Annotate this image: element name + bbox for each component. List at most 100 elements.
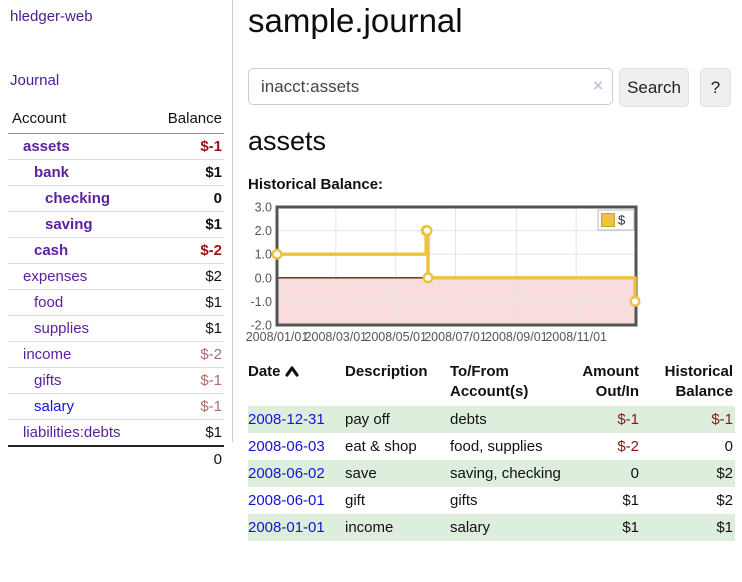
account-balance: $1	[149, 315, 224, 342]
y-tick-label: 0.0	[255, 271, 272, 285]
col-amount: Amount Out/In	[582, 363, 639, 400]
account-balance: $1	[149, 289, 224, 316]
account-balance: $-1	[149, 367, 224, 394]
accounts-header-account: Account	[8, 106, 150, 134]
transaction-description: save	[345, 460, 450, 487]
sidebar-item-journal[interactable]: Journal	[10, 72, 60, 89]
transaction-accounts: gifts	[450, 492, 478, 509]
search-input-wrap: ×	[248, 68, 613, 105]
plot-border	[275, 205, 638, 327]
data-point-marker[interactable]	[422, 272, 434, 284]
y-tick-label: 1.0	[255, 248, 272, 262]
transaction-date-link[interactable]: 2008-06-02	[248, 465, 325, 482]
account-link-cash[interactable]: cash	[34, 242, 69, 259]
account-balance: $-2	[149, 237, 224, 264]
x-tick-label: 2008/03/01	[305, 330, 368, 344]
transaction-date-link[interactable]: 2008-06-01	[248, 492, 325, 509]
transaction-accounts: saving, checking	[450, 460, 565, 487]
account-link-checking[interactable]: checking	[45, 190, 111, 207]
col-historical-balance: Historical Balance	[664, 363, 733, 400]
account-balance: 0	[149, 185, 224, 212]
transaction-row: 2008-12-31 pay off debts $-1 $-1	[248, 406, 735, 433]
account-link-bank[interactable]: bank	[34, 164, 70, 181]
account-row: expenses $2	[8, 263, 224, 290]
transaction-row: 2008-01-01 income salary $1 $1	[248, 514, 735, 541]
transaction-balance: $1	[641, 514, 735, 541]
transaction-amount: $1	[565, 514, 641, 541]
transaction-description: eat & shop	[345, 438, 417, 455]
account-row: supplies $1	[8, 315, 224, 342]
transaction-accounts: food, supplies	[450, 438, 543, 455]
account-row: income $-2	[8, 341, 224, 368]
transaction-accounts: salary	[450, 514, 565, 541]
transaction-date-link[interactable]: 2008-01-01	[248, 519, 325, 536]
historical-balance-chart: 3.0 2.0 1.0 0.0 -1.0 -2.0 2008/01/01 2008/03/01…	[240, 201, 740, 354]
accounts-table-body: assets $-1 bank $1 checking 0 saving $1 cash $-2 e…	[8, 134, 224, 472]
account-link-assets[interactable]: assets	[23, 138, 70, 155]
account-link-gifts[interactable]: gifts	[34, 372, 62, 389]
col-date[interactable]: Date	[248, 360, 345, 406]
transaction-description: gift	[345, 492, 366, 509]
x-tick-label: 2008/11/01	[545, 330, 607, 344]
data-point-marker[interactable]	[629, 295, 641, 307]
y-tick-label: 3.0	[255, 202, 272, 215]
account-link-salary[interactable]: salary	[34, 398, 75, 415]
transaction-balance: $2	[641, 460, 735, 487]
register-table-body: 2008-12-31 pay off debts $-1 $-1 2008-06-03 ea…	[248, 406, 735, 541]
transaction-amount: $-1	[565, 406, 641, 433]
accounts-header-balance: Balance	[149, 106, 224, 134]
accounts-table: Account Balance assets $-1 bank $1 checking 0…	[8, 106, 224, 472]
account-link-income[interactable]: income	[23, 346, 72, 363]
transaction-date-link[interactable]: 2008-12-31	[248, 411, 325, 428]
account-link-food[interactable]: food	[34, 294, 64, 311]
transaction-date-link[interactable]: 2008-06-03	[248, 438, 325, 455]
search-input[interactable]	[248, 68, 613, 105]
chart-title: Historical Balance:	[248, 176, 384, 193]
account-balance: $1	[149, 211, 224, 238]
data-point-marker[interactable]	[421, 225, 433, 237]
y-tick-label: 2.0	[255, 224, 272, 238]
account-link-liabilities-debts[interactable]: liabilities:debts	[23, 424, 121, 441]
account-balance: $2	[149, 263, 224, 290]
sort-asc-icon	[284, 363, 299, 383]
clear-search-icon[interactable]: ×	[593, 76, 603, 95]
transaction-amount: 0	[565, 460, 641, 487]
transaction-row: 2008-06-01 gift gifts $1 $2	[248, 487, 735, 514]
search-button[interactable]: Search	[619, 68, 689, 107]
account-balance: $-1	[200, 138, 222, 155]
transaction-accounts: debts	[450, 406, 565, 433]
account-row: bank $1	[8, 159, 224, 186]
x-tick-label: 2008/09/01	[485, 330, 548, 344]
x-tick-label: 2008/01/01	[246, 330, 309, 344]
x-tick-label: 2008/07/01	[424, 330, 487, 344]
y-tick-label: -1.0	[250, 295, 272, 309]
transaction-row: 2008-06-02 save saving, checking 0 $2	[248, 460, 735, 487]
account-balance: $1	[149, 419, 224, 446]
account-row: salary $-1	[8, 393, 224, 420]
data-point-marker[interactable]	[271, 248, 283, 260]
account-row: cash $-2	[8, 237, 224, 264]
transaction-amount: $1	[622, 492, 639, 509]
transaction-description: income	[345, 514, 450, 541]
account-link-supplies[interactable]: supplies	[34, 320, 90, 337]
account-heading: assets	[248, 126, 327, 156]
register-table: Date Description To/From Account(s) Amou…	[248, 360, 735, 541]
app-title-link[interactable]: hledger-web	[10, 8, 93, 25]
transaction-row: 2008-06-03 eat & shop food, supplies $-2 0	[248, 433, 735, 460]
account-link-saving[interactable]: saving	[45, 216, 93, 233]
register-header-row: Date Description To/From Account(s) Amou…	[248, 360, 735, 406]
account-row: saving $1	[8, 211, 224, 238]
account-row: assets $-1	[8, 134, 224, 160]
account-balance: $-2	[149, 341, 224, 368]
x-tick-label: 2008/05/01	[364, 330, 427, 344]
account-row: liabilities:debts $1	[8, 419, 224, 446]
col-accounts: To/From Account(s)	[450, 363, 529, 400]
chart-svg: 3.0 2.0 1.0 0.0 -1.0 -2.02008/01/012008/03/01…	[246, 201, 641, 344]
account-row: food $1	[8, 289, 224, 316]
transaction-balance: 0	[724, 438, 733, 455]
transaction-amount: $-2	[617, 438, 639, 455]
legend-label: $	[618, 213, 626, 228]
help-button[interactable]: ?	[700, 68, 731, 107]
account-link-expenses[interactable]: expenses	[23, 268, 88, 285]
account-row: gifts $-1	[8, 367, 224, 394]
